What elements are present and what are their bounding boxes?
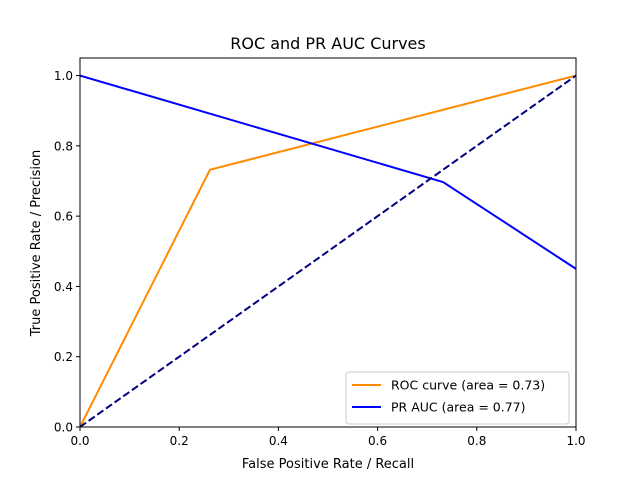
x-tick-label: 1.0 bbox=[566, 434, 585, 448]
x-tick-label: 0.6 bbox=[368, 434, 387, 448]
x-tick-label: 0.4 bbox=[269, 434, 288, 448]
y-tick-label: 0.4 bbox=[54, 280, 73, 294]
y-tick-label: 1.0 bbox=[54, 69, 73, 83]
legend-entry-label: PR AUC (area = 0.77) bbox=[391, 400, 525, 415]
y-tick-label: 0.6 bbox=[54, 210, 73, 224]
legend-entry-label: ROC curve (area = 0.73) bbox=[391, 378, 545, 393]
y-tick-label: 0.8 bbox=[54, 139, 73, 153]
x-tick-label: 0.2 bbox=[170, 434, 189, 448]
legend: ROC curve (area = 0.73) PR AUC (area = 0.… bbox=[345, 371, 570, 425]
x-axis-label: False Positive Rate / Recall bbox=[242, 457, 414, 472]
axes-frame bbox=[79, 57, 577, 428]
y-tick-label: 0.0 bbox=[54, 421, 73, 435]
plot-area: 0.0 0.2 0.4 0.6 0.8 1.0 0.0 0.2 0.4 0.6 0.8 1.0 bbox=[54, 57, 586, 448]
series-line-0 bbox=[80, 74, 576, 427]
x-tick-label: 0.8 bbox=[467, 434, 486, 448]
x-tick-label: 0.0 bbox=[70, 434, 89, 448]
diagonal-reference-line bbox=[80, 74, 576, 427]
y-tick-label: 0.2 bbox=[54, 350, 73, 364]
chart-title: ROC and PR AUC Curves bbox=[230, 34, 425, 53]
legend-box bbox=[345, 371, 570, 425]
series-group bbox=[80, 74, 576, 427]
series-line-1 bbox=[80, 74, 576, 270]
y-axis-label: True Positive Rate / Precision bbox=[29, 150, 44, 337]
